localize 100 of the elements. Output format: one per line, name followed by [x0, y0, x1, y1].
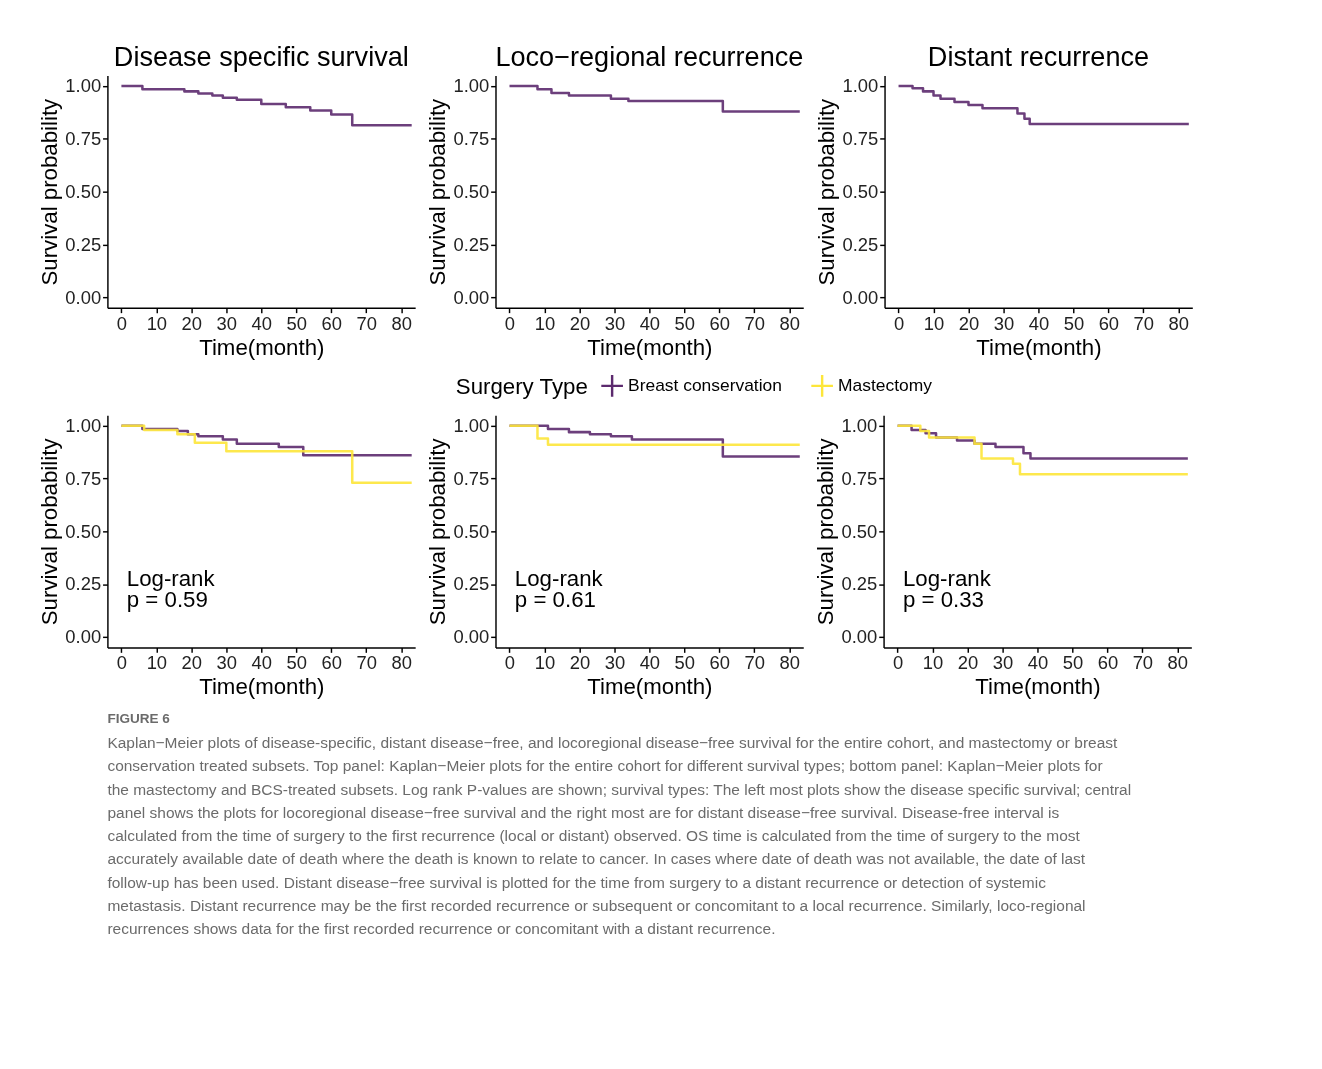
y-tick-label: 1.00 [841, 415, 878, 437]
y-tick-label: 0.75 [65, 467, 102, 489]
x-tick-label: 10 [534, 652, 556, 674]
y-tick-label: 0.00 [65, 286, 102, 308]
y-tick-label: 0.00 [453, 286, 490, 308]
x-tick-label: 20 [958, 312, 980, 334]
y-tick-label: 0.00 [65, 626, 102, 648]
x-tick-label: 20 [957, 652, 979, 674]
x-tick-label: 60 [1098, 312, 1120, 334]
x-tick-label: 80 [1168, 312, 1190, 334]
x-tick-label: 30 [216, 312, 238, 334]
y-tick-label: 0.25 [453, 573, 490, 595]
y-tick-label: 0.25 [453, 233, 490, 255]
y-tick-label: 1.00 [65, 415, 102, 437]
x-tick-label: 60 [321, 652, 342, 674]
y-tick-label: 0.75 [842, 128, 879, 150]
x-axis-title: Time(month) [975, 674, 1101, 700]
x-tick-label: 60 [1097, 652, 1119, 674]
x-tick-label: 30 [604, 652, 626, 674]
x-tick-label: 10 [146, 312, 168, 334]
x-tick-label: 0 [892, 652, 904, 674]
x-tick-label: 40 [639, 652, 661, 674]
x-axis-title: Time(month) [976, 334, 1102, 360]
x-tick-label: 60 [709, 312, 731, 334]
annotation: Log-rank p = 0.59 [126, 565, 216, 612]
x-tick-label: 70 [1132, 652, 1154, 674]
x-tick-label: 80 [1167, 652, 1189, 674]
x-tick-label: 50 [286, 652, 307, 674]
x-tick-label: 60 [321, 312, 342, 334]
x-axis-title: Time(month) [199, 674, 325, 700]
x-tick-label: 50 [1063, 312, 1085, 334]
y-tick-label: 0.25 [842, 233, 879, 255]
x-tick-label: 80 [779, 652, 800, 674]
y-tick-label: 0.75 [65, 128, 102, 150]
legend-label: Mastectomy [838, 374, 933, 395]
y-tick-label: 0.50 [841, 520, 878, 542]
x-tick-label: 70 [1133, 312, 1155, 334]
y-axis-title: Survival probability [813, 97, 839, 286]
chart-title: Loco−regional recurrence [495, 40, 804, 72]
y-tick-label: 1.00 [65, 75, 102, 97]
y-axis-title: Survival probability [812, 437, 838, 626]
y-tick-label: 0.50 [453, 520, 490, 542]
x-tick-label: 70 [744, 652, 766, 674]
x-tick-label: 10 [922, 652, 944, 674]
x-tick-label: 40 [639, 312, 661, 334]
x-tick-label: 40 [1027, 652, 1049, 674]
x-axis-title: Time(month) [587, 334, 713, 360]
x-tick-label: 0 [504, 652, 516, 674]
chart-title: Disease specific survival [113, 40, 409, 72]
y-tick-label: 0.00 [453, 626, 490, 648]
caption: FIGURE 6 [107, 711, 171, 726]
y-tick-label: 0.25 [65, 573, 102, 595]
y-tick-label: 1.00 [453, 415, 490, 437]
annotation: Log-rank p = 0.33 [902, 565, 992, 612]
y-tick-label: 0.00 [842, 286, 879, 308]
x-tick-label: 40 [251, 652, 273, 674]
chart-title: Distant recurrence [927, 40, 1150, 72]
x-tick-label: 20 [569, 312, 591, 334]
text: Kaplan−Meier plots of disease-specific, distant disease−free, and locoregional disease−free survival for the entire cohort, and mastectomy or breast conservation treated subsets. Top panel: Kaplan−Meier plots for the entire cohort for different survival types; bottom panel: Kaplan−Meier plots for the mastectomy and BCS-treated subsets. Log rank P-values are shown; survival types: The left most plots show the disease specific survival; central panel shows the plots for locoregional disease−free survival and the right most are for distant disease−free survival. Disease-free interval is calculated from the time of surgery to the first recurrence (local or distant) observed. OS time is calculated from the time of surgery to the most accurately available date of death where the death is known to relate to cancer. In cases where date of death was not available, the date of last follow-up has been used. Distant disease−free survival is plotted for the time from surgery to a distant recurrence or detection of systemic metastasis. Distant recurrence may be the first recorded recurrence or subsequent or concomitant to a local recurrence. Similarly, loco-regional recurrences shows data for the first recorded recurrence or concomitant with a distant recurrence. [107, 734, 1132, 937]
y-axis-title: Survival probability [36, 437, 62, 626]
x-tick-label: 10 [534, 312, 556, 334]
x-tick-label: 30 [993, 312, 1015, 334]
x-tick-label: 50 [674, 312, 696, 334]
x-tick-label: 20 [181, 312, 203, 334]
x-tick-label: 80 [391, 652, 412, 674]
y-tick-label: 0.25 [65, 233, 102, 255]
x-tick-label: 0 [893, 312, 905, 334]
x-tick-label: 80 [391, 312, 412, 334]
x-tick-label: 0 [116, 652, 128, 674]
y-tick-label: 0.00 [841, 626, 878, 648]
y-tick-label: 0.50 [65, 180, 102, 202]
legend-title: Surgery Type [455, 373, 588, 399]
x-tick-label: 70 [744, 312, 766, 334]
x-tick-label: 40 [1028, 312, 1050, 334]
x-tick-label: 20 [181, 652, 203, 674]
x-tick-label: 0 [504, 312, 516, 334]
y-tick-label: 1.00 [842, 75, 879, 97]
x-tick-label: 30 [604, 312, 626, 334]
y-axis-title: Survival probability [36, 97, 62, 286]
x-tick-label: 80 [779, 312, 800, 334]
y-axis-title: Survival probability [424, 97, 450, 286]
y-tick-label: 0.25 [841, 573, 878, 595]
y-tick-label: 1.00 [453, 75, 490, 97]
x-tick-label: 40 [251, 312, 273, 334]
x-tick-label: 10 [923, 312, 945, 334]
x-tick-label: 30 [992, 652, 1014, 674]
y-tick-label: 0.75 [841, 467, 878, 489]
x-tick-label: 50 [1062, 652, 1084, 674]
x-tick-label: 50 [286, 312, 307, 334]
x-tick-label: 70 [356, 652, 377, 674]
x-tick-label: 20 [569, 652, 591, 674]
y-tick-label: 0.50 [453, 180, 490, 202]
y-tick-label: 0.75 [453, 467, 490, 489]
x-tick-label: 50 [674, 652, 696, 674]
y-tick-label: 0.75 [453, 128, 490, 150]
x-tick-label: 60 [709, 652, 731, 674]
x-axis-title: Time(month) [587, 674, 713, 700]
y-tick-label: 0.50 [842, 180, 879, 202]
annotation: Log-rank p = 0.61 [514, 565, 604, 612]
y-axis-title: Survival probability [424, 437, 450, 626]
